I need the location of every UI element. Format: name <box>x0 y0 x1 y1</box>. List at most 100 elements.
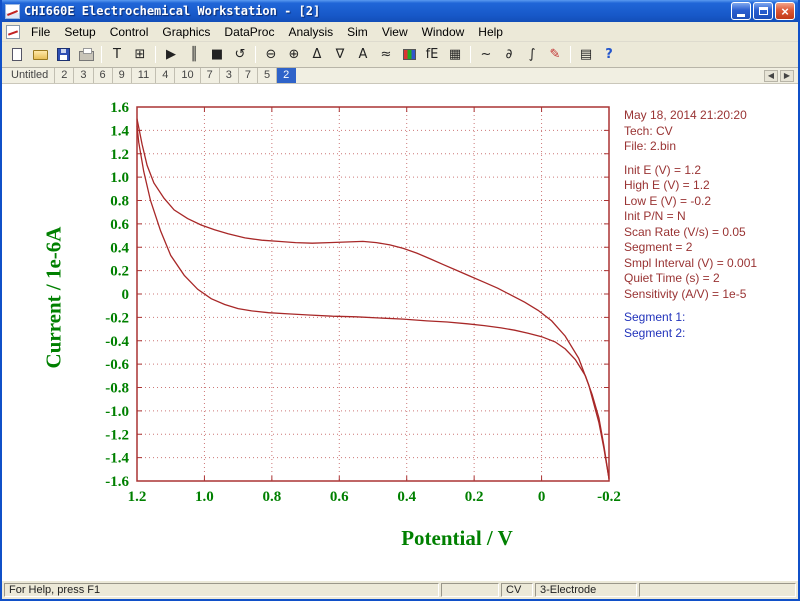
derivative-icon: ∂ <box>505 47 513 62</box>
cv-chart: 1.2 1.0 0.8 0.6 0.4 0.2 0 -0.2 1.6 1.4 1.2 1.0 0.8 0.… <box>105 100 621 505</box>
close-button[interactable]: × <box>775 2 795 20</box>
info-param: Scan Rate (V/s) = 0.05 <box>624 224 746 239</box>
menu-help[interactable]: Help <box>478 24 503 39</box>
document-tab[interactable]: 2 <box>55 68 75 83</box>
smooth-button[interactable]: ~ <box>475 44 497 65</box>
document-tab[interactable]: 3 <box>220 68 239 83</box>
svg-text:1.0: 1.0 <box>110 170 129 186</box>
document-tab[interactable]: 7 <box>201 68 220 83</box>
derivative-button[interactable]: ∂ <box>498 44 520 65</box>
status-spacer <box>441 583 499 597</box>
info-filename: File: 2.bin <box>624 139 677 153</box>
zoom-out-button[interactable]: ⊖ <box>260 44 282 65</box>
open-icon <box>32 49 48 60</box>
annotate-pen-icon: ✎ <box>549 47 561 62</box>
status-bar: For Help, press F1 CV 3-Electrode <box>2 581 798 599</box>
svg-text:1.2: 1.2 <box>128 489 147 505</box>
document-tab[interactable]: 7 <box>239 68 258 83</box>
peak-cathodic-button[interactable]: ∇ <box>329 44 351 65</box>
tab-scroll-right-button[interactable]: ▶ <box>780 69 794 82</box>
minimize-button[interactable] <box>731 2 751 20</box>
info-datetime: May 18, 2014 21:20:20 <box>624 108 747 122</box>
info-segment-list: Segment 1: Segment 2: <box>624 310 757 341</box>
reverse-scan-icon: ↺ <box>234 47 246 62</box>
peak-anodic-button[interactable]: Δ <box>306 44 328 65</box>
auto-scale-icon: A <box>358 47 368 62</box>
auto-scale-button[interactable]: A <box>352 44 374 65</box>
child-window-icon <box>6 24 20 39</box>
tab-scroll-controls: ◀ ▶ <box>760 69 798 82</box>
info-parameters: Init E (V) = 1.2 High E (V) = 1.2 Low E (V… <box>624 163 757 303</box>
document-tab[interactable]: 11 <box>132 68 157 83</box>
svg-text:-0.8: -0.8 <box>105 381 129 397</box>
peak-anodic-icon: Δ <box>312 47 322 62</box>
document-tab[interactable]: 6 <box>94 68 113 83</box>
document-tab[interactable]: Untitled <box>5 68 56 83</box>
minimize-icon <box>737 13 745 17</box>
graph-options-button[interactable]: ▦ <box>444 44 466 65</box>
reverse-scan-button[interactable]: ↺ <box>229 44 251 65</box>
document-tab[interactable]: 10 <box>175 68 201 83</box>
pause-icon: ║ <box>190 47 198 62</box>
stop-icon: ■ <box>210 47 224 62</box>
info-param: Segment = 2 <box>624 240 693 254</box>
data-listing-icon: ▤ <box>579 47 593 62</box>
data-table-button[interactable]: ⊞ <box>129 44 151 65</box>
menu-dataproc[interactable]: DataProc <box>224 24 275 39</box>
document-tab[interactable]: 5 <box>258 68 278 83</box>
toolbar: T ⊞ ▶ ║ ■ ↺ ⊖ ⊕ Δ ∇ A ≈ fE ▦ ~ ∂ ∫ ✎ ▤? <box>2 42 798 68</box>
zoom-in-button[interactable]: ⊕ <box>283 44 305 65</box>
save-icon <box>56 48 70 61</box>
ie-display-icon: fE <box>425 47 439 62</box>
menu-setup[interactable]: Setup <box>64 24 96 39</box>
print-button[interactable] <box>75 44 97 65</box>
svg-text:0.6: 0.6 <box>330 489 349 505</box>
save-button[interactable] <box>52 44 74 65</box>
maximize-button[interactable] <box>753 2 773 20</box>
x-axis-title: Potential / V <box>401 526 513 550</box>
svg-text:-0.2: -0.2 <box>105 310 129 326</box>
menu-sim[interactable]: Sim <box>347 24 368 39</box>
data-listing-button[interactable]: ▤ <box>575 44 597 65</box>
tab-bar: Untitled 2 3 6 9 11 4 10 7 3 7 5 2 ◀ ▶ <box>2 68 798 84</box>
toolbar-separator <box>255 46 256 63</box>
menu-graphics[interactable]: Graphics <box>162 24 211 39</box>
ie-display-button[interactable]: fE <box>421 44 443 65</box>
new-button[interactable] <box>6 44 28 65</box>
tab-scroll-left-button[interactable]: ◀ <box>764 69 778 82</box>
open-button[interactable] <box>29 44 51 65</box>
menu-view[interactable]: View <box>381 24 408 39</box>
annotate-pen-button[interactable]: ✎ <box>544 44 566 65</box>
svg-text:1.0: 1.0 <box>195 489 214 505</box>
cv-curve-segment-2 <box>136 125 610 479</box>
info-param: High E (V) = 1.2 <box>624 178 710 192</box>
document-tab[interactable]: 2 <box>277 68 297 83</box>
menu-window[interactable]: Window <box>421 24 465 39</box>
graph-options-icon: ▦ <box>448 47 462 62</box>
stop-button[interactable]: ■ <box>206 44 228 65</box>
context-help-icon: ? <box>605 47 613 62</box>
document-tab[interactable]: 4 <box>156 68 176 83</box>
new-icon <box>12 48 22 61</box>
integrate-button[interactable]: ∫ <box>521 44 543 65</box>
zoom-in-icon: ⊕ <box>288 47 300 62</box>
menu-file[interactable]: File <box>31 24 51 39</box>
menu-analysis[interactable]: Analysis <box>288 24 334 39</box>
svg-text:0.4: 0.4 <box>397 489 416 505</box>
status-technique: CV <box>501 583 533 597</box>
data-table-icon: ⊞ <box>134 47 146 62</box>
overlay-plot-button[interactable]: ≈ <box>375 44 397 65</box>
text-tool-button[interactable]: T <box>106 44 128 65</box>
document-tab[interactable]: 3 <box>74 68 94 83</box>
pause-button[interactable]: ║ <box>183 44 205 65</box>
menu-control[interactable]: Control <box>109 24 149 39</box>
color-palette-button[interactable] <box>398 44 420 65</box>
run-button[interactable]: ▶ <box>160 44 182 65</box>
document-tab[interactable]: 9 <box>113 68 132 83</box>
info-param: Smpl Interval (V) = 0.001 <box>624 255 758 270</box>
menu-items: File Setup Control Graphics DataProc Analysis… <box>24 23 510 41</box>
svg-text:-1.6: -1.6 <box>105 474 129 490</box>
context-help-button[interactable]: ? <box>598 44 620 65</box>
maximize-icon <box>758 7 768 15</box>
